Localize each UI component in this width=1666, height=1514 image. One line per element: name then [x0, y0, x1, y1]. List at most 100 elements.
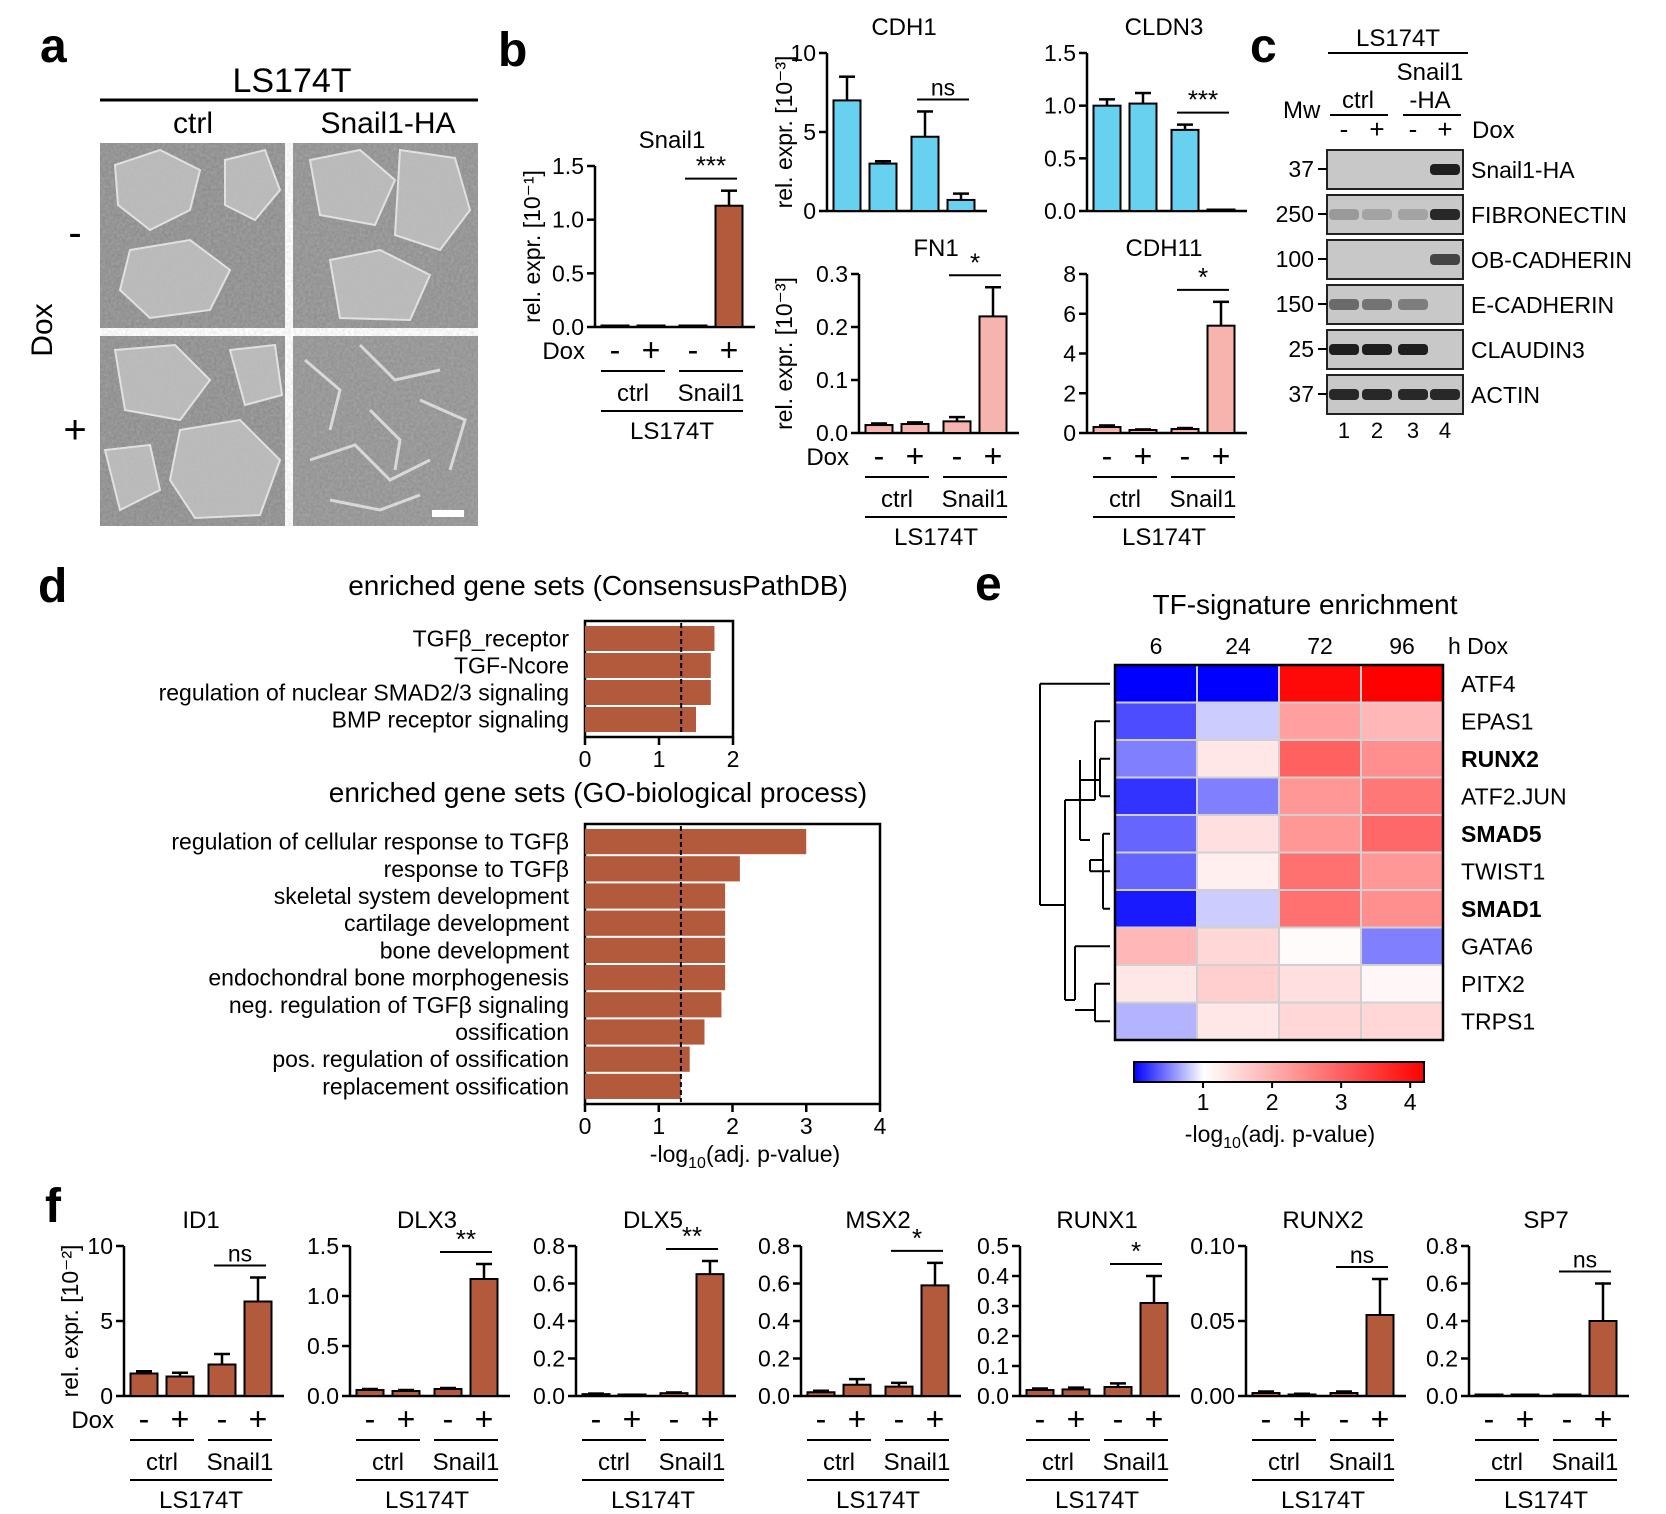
heatmap-column-label: 24: [1225, 633, 1251, 659]
y-tick-label: 0: [1063, 420, 1076, 446]
blot-band: [1329, 344, 1359, 355]
band-label: CLAUDIN3: [1471, 337, 1585, 363]
blot-band: [1362, 389, 1392, 400]
heatmap-row-label: ATF4: [1461, 671, 1516, 697]
band-label: OB-CADHERIN: [1471, 247, 1632, 273]
blot-band: [1329, 389, 1359, 400]
bar: [1139, 1302, 1169, 1397]
group-label-ctrl: ctrl: [598, 1449, 630, 1476]
hbar: [585, 1073, 681, 1099]
chart-title: DLX5: [623, 1207, 683, 1234]
heatmap-cell: [1114, 1001, 1198, 1041]
heatmap-cell: [1196, 776, 1280, 816]
heatmap-row-label: SMAD5: [1461, 821, 1542, 847]
dox-sign-minus: -: [1180, 438, 1191, 474]
significance-label: ns: [931, 74, 955, 100]
blot-band: [1362, 344, 1392, 355]
y-tick-label: 0.0: [307, 1383, 339, 1409]
chart-title: Snail1: [639, 127, 706, 154]
category-label: replacement ossification: [322, 1073, 569, 1099]
blot-band: [1430, 254, 1460, 265]
cell-line-label: LS174T: [836, 1487, 920, 1514]
heatmap-cell: [1114, 739, 1198, 779]
panel-letter-a: a: [40, 20, 67, 73]
cell-line-label: LS174T: [1055, 1487, 1139, 1514]
panel-a-row-label: Dox: [26, 303, 59, 356]
bar: [1552, 1393, 1582, 1397]
heatmap-cell: [1360, 851, 1444, 891]
group-label-snail: Snail1: [1103, 1449, 1170, 1476]
chart-title: ID1: [182, 1207, 219, 1234]
panel-c-sign-4: +: [1437, 114, 1452, 144]
significance-label: **: [456, 1224, 476, 1254]
group-label-snail: Snail1: [678, 380, 745, 407]
heatmap-cell: [1278, 739, 1362, 779]
micrograph-texture: [100, 143, 478, 526]
bar: [842, 1383, 872, 1397]
heatmap-cell: [1114, 851, 1198, 891]
dox-sign-minus: -: [816, 1401, 827, 1437]
significance-label: ns: [1350, 1242, 1374, 1268]
heatmap-cell: [1196, 701, 1280, 741]
hbar: [585, 707, 696, 732]
y-tick-label: 0.8: [1426, 1233, 1458, 1259]
significance-label: *: [1131, 1236, 1141, 1266]
panel-c-snail-top: Snail1: [1397, 59, 1464, 86]
y-tick-label: 1.5: [552, 153, 584, 179]
blot-band: [1430, 209, 1460, 220]
y-tick-label: 4: [1063, 341, 1076, 367]
blot-row-actin: 37 ACTIN: [1288, 374, 1540, 415]
group-label-snail: Snail1: [207, 1449, 274, 1476]
heatmap-cell: [1196, 889, 1280, 929]
blot-band: [1329, 299, 1359, 310]
dox-sign-plus: +: [984, 438, 1003, 474]
cell-line-label: LS174T: [385, 1487, 469, 1514]
category-label: BMP receptor signaling: [332, 707, 569, 733]
y-tick-label: 0.3: [977, 1293, 1009, 1319]
panel-c-sign-2: +: [1369, 114, 1384, 144]
y-tick-label: 0.6: [1426, 1271, 1458, 1297]
bar: [1092, 104, 1122, 212]
dox-sign-plus: +: [397, 1401, 416, 1437]
heatmap-column-label: 72: [1307, 633, 1333, 659]
panel-c-lane-2: 2: [1371, 418, 1383, 443]
bar: [1170, 428, 1200, 434]
heatmap-cell: [1360, 889, 1444, 929]
band-label: FIBRONECTIN: [1471, 202, 1627, 228]
significance-label: ns: [1573, 1247, 1597, 1273]
mw-label: 150: [1276, 291, 1314, 317]
y-axis-label: rel. expr. [10⁻³]: [771, 56, 797, 209]
bar: [165, 1375, 195, 1397]
dox-sign-plus: +: [1145, 1401, 1164, 1437]
mw-label: 250: [1276, 201, 1314, 227]
dox-sign-plus: +: [249, 1401, 268, 1437]
band-label: ACTIN: [1471, 382, 1540, 408]
blot-band: [1430, 164, 1460, 175]
cell-line-label: LS174T: [611, 1487, 695, 1514]
bar: [469, 1278, 499, 1397]
y-tick-label: 0.4: [533, 1308, 565, 1334]
dox-sign-minus: -: [669, 1401, 680, 1437]
dox-sign-plus: +: [720, 332, 739, 368]
y-tick-label: 0.05: [1190, 1308, 1235, 1334]
cell-line-label: LS174T: [1504, 1487, 1588, 1514]
y-tick-label: 0.0: [533, 1383, 565, 1409]
dox-sign-minus: -: [952, 438, 963, 474]
chart-title: CLDN3: [1125, 14, 1204, 41]
y-tick-label: 6: [1063, 301, 1076, 327]
bar: [1092, 426, 1122, 435]
significance-label: ***: [1188, 85, 1218, 115]
x-tick-label: 3: [800, 1113, 813, 1139]
heatmap-cell: [1360, 964, 1444, 1004]
heatmap-cell: [1360, 701, 1444, 741]
heatmap-cell: [1114, 701, 1198, 741]
chart-cdh1: CDH1 0 5 10 ns rel. expr. [10⁻³]: [771, 14, 987, 224]
dox-sign-minus: -: [894, 1401, 905, 1437]
y-tick-label: 0.6: [758, 1271, 790, 1297]
mw-label: 37: [1288, 381, 1314, 407]
category-label: regulation of cellular response to TGFβ: [171, 829, 569, 855]
